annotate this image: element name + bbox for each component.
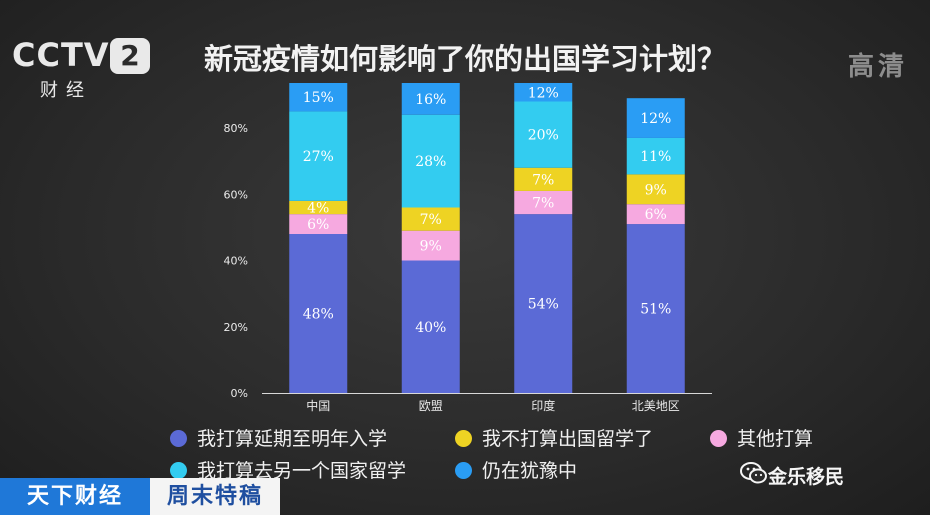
logo-channel-number: 2	[110, 38, 150, 74]
legend-label: 我打算去另一个国家留学	[197, 460, 407, 482]
data-label: 28%	[415, 154, 446, 170]
hd-badge: 高清	[847, 52, 908, 82]
data-label: 15%	[303, 90, 334, 106]
bar-segment	[626, 224, 685, 393]
segment-tag: 周末特稿	[150, 478, 280, 515]
data-label: 4%	[307, 201, 329, 217]
legend-dot-icon	[455, 462, 472, 479]
bar-segment	[514, 83, 573, 102]
legend-label: 其他打算	[737, 428, 814, 450]
y-tick-label: 40%	[224, 255, 248, 268]
logo-main-text: CCTV	[12, 36, 110, 74]
x-tick-label: 中国	[306, 398, 330, 413]
data-label: 20%	[528, 128, 559, 144]
legend-item-other: 其他打算	[710, 424, 813, 451]
data-label: 12%	[528, 85, 559, 101]
data-label: 48%	[303, 307, 334, 323]
lower-third-banner: 天下财经 周末特稿	[0, 478, 930, 515]
program-tag: 天下财经	[0, 478, 150, 515]
chart-title: 新冠疫情如何影响了你的出国学习计划？	[203, 42, 726, 76]
data-label: 16%	[415, 92, 446, 108]
data-label: 51%	[640, 302, 671, 318]
bar-segment	[289, 83, 348, 112]
y-tick-label: 0%	[231, 387, 248, 400]
bar-segment	[401, 260, 460, 393]
bar-segment	[401, 83, 460, 115]
x-tick-label: 北美地区	[632, 399, 680, 413]
data-label: 54%	[528, 297, 559, 313]
x-tick-label: 印度	[531, 398, 555, 413]
bar-segment	[289, 234, 348, 393]
bar-segment	[289, 111, 348, 201]
bar-segment	[514, 167, 573, 191]
data-label: 9%	[420, 239, 442, 255]
bar-segment	[626, 204, 685, 225]
legend-label: 我不打算出国留学了	[482, 428, 654, 450]
legend-item-not-going: 我不打算出国留学了	[455, 424, 653, 451]
logo-sub-text: 财经	[40, 80, 92, 101]
bar-segment	[626, 137, 685, 175]
bar-segment	[514, 101, 573, 168]
data-label: 27%	[303, 149, 334, 165]
legend-dot-icon	[710, 430, 727, 447]
y-tick-label: 20%	[224, 321, 248, 334]
y-tick-label: 60%	[224, 188, 248, 201]
data-label: 12%	[640, 111, 671, 127]
legend-label: 仍在犹豫中	[482, 460, 578, 482]
legend-dot-icon	[170, 462, 187, 479]
data-label: 7%	[420, 212, 442, 228]
bar-segment	[626, 174, 685, 205]
data-label: 9%	[645, 182, 667, 198]
legend-item-other-country: 我打算去另一个国家留学	[170, 456, 406, 483]
bar-segment	[514, 214, 573, 393]
bar-segment	[289, 214, 348, 234]
wechat-icon	[740, 462, 767, 484]
y-tick-label: 80%	[224, 122, 248, 135]
bar-segment	[401, 207, 460, 231]
data-label: 7%	[532, 172, 554, 188]
bar-segment	[514, 190, 573, 215]
legend-dot-icon	[455, 430, 472, 447]
data-label: 6%	[307, 217, 329, 233]
channel-logo: CCTV 2 财经	[12, 36, 152, 101]
data-label: 6%	[645, 207, 667, 223]
watermark-text: 金乐移民	[768, 466, 845, 488]
legend-dot-icon	[170, 430, 187, 447]
legend-item-undecided: 仍在犹豫中	[455, 456, 577, 483]
data-label: 11%	[640, 149, 671, 165]
legend-item-postpone: 我打算延期至明年入学	[170, 424, 387, 451]
bar-segment	[401, 114, 460, 208]
data-label: 7%	[532, 196, 554, 212]
bar-segment	[626, 98, 685, 138]
legend-label: 我打算延期至明年入学	[197, 428, 388, 450]
bar-segment	[289, 200, 348, 215]
bar-segment	[401, 230, 460, 261]
x-tick-label: 欧盟	[419, 399, 443, 413]
data-label: 40%	[415, 320, 446, 336]
